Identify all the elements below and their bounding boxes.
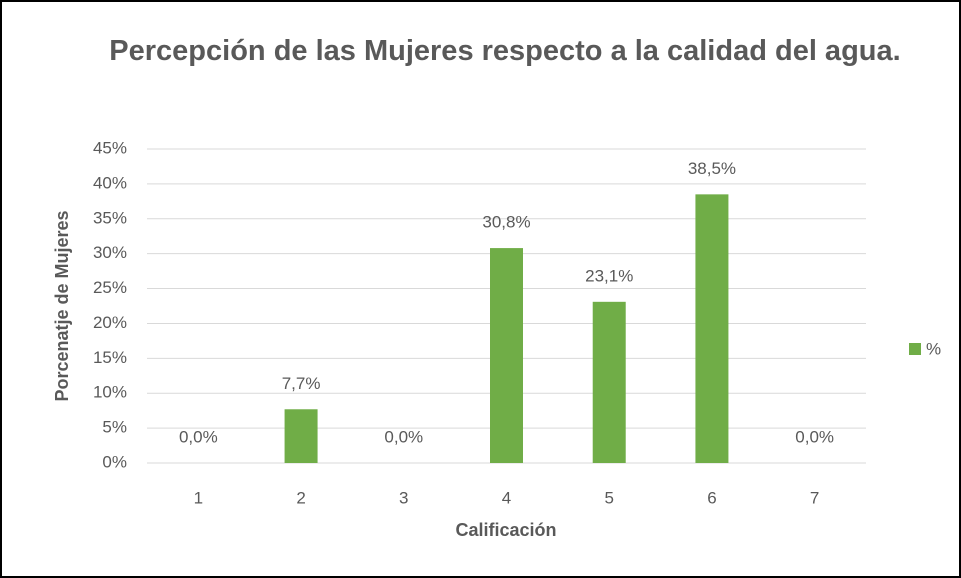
x-tick-label: 3 [399, 488, 408, 507]
x-tick-label: 5 [604, 488, 613, 507]
bar [695, 194, 729, 463]
y-tick-label: 10% [93, 383, 127, 402]
legend-label: % [926, 339, 941, 358]
y-tick-label: 45% [93, 138, 127, 157]
y-tick-label: 35% [93, 208, 127, 227]
x-tick-label: 1 [194, 488, 203, 507]
x-axis-title: Calificación [455, 520, 556, 540]
y-axis-title: Porcenatje de Mujeres [52, 210, 72, 401]
y-tick-label: 5% [102, 418, 127, 437]
data-label: 38,5% [688, 159, 736, 178]
y-tick-label: 20% [93, 313, 127, 332]
bar [490, 248, 523, 463]
bar [592, 301, 626, 463]
y-tick-label: 30% [93, 243, 127, 262]
y-tick-label: 15% [93, 348, 127, 367]
data-label: 0,0% [795, 427, 834, 446]
legend-swatch [909, 343, 921, 355]
bar [284, 409, 318, 463]
y-tick-label: 25% [93, 278, 127, 297]
data-label: 30,8% [482, 213, 530, 232]
x-tick-label: 7 [810, 488, 819, 507]
y-tick-label: 40% [93, 173, 127, 192]
data-label: 0,0% [179, 427, 218, 446]
data-label: 0,0% [384, 427, 423, 446]
x-tick-label: 4 [502, 488, 511, 507]
x-tick-label: 2 [296, 488, 305, 507]
data-label: 7,7% [282, 374, 321, 393]
data-label: 23,1% [585, 266, 633, 285]
x-tick-label: 6 [707, 488, 716, 507]
y-tick-label: 0% [102, 452, 127, 471]
chart-title: Percepción de las Mujeres respecto a la … [109, 35, 901, 67]
